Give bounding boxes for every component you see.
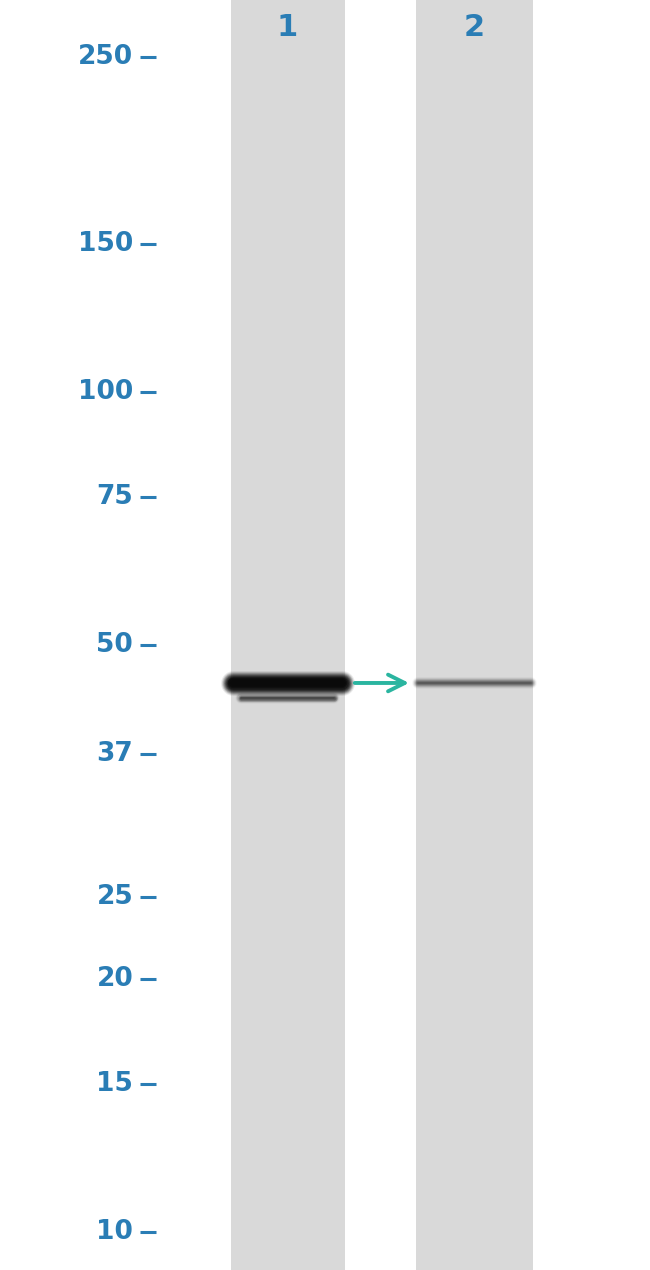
FancyBboxPatch shape [416,0,533,1270]
Text: 50: 50 [96,631,133,658]
Text: 75: 75 [96,484,133,509]
Text: 15: 15 [96,1071,133,1097]
Text: 250: 250 [78,44,133,70]
Text: 100: 100 [78,378,133,405]
Text: 25: 25 [96,884,133,911]
Text: 20: 20 [96,966,133,992]
FancyBboxPatch shape [231,0,344,1270]
Text: 37: 37 [96,742,133,767]
Text: 10: 10 [96,1219,133,1245]
Text: 2: 2 [464,14,485,42]
Text: 150: 150 [78,231,133,257]
Text: 1: 1 [277,14,298,42]
